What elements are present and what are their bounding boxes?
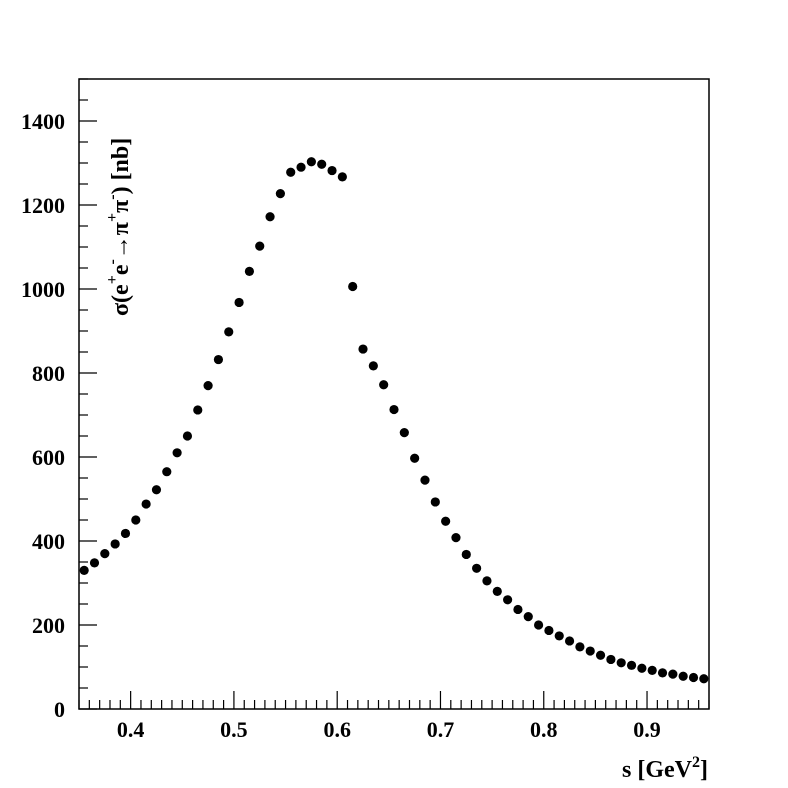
data-point (255, 241, 265, 251)
data-point (554, 631, 564, 641)
y-tick-label: 0 (54, 697, 65, 722)
y-axis-ticks: 0 200 400 600 800 1000 1200 1400 (21, 78, 97, 722)
plot-border (78, 78, 710, 710)
data-point (348, 281, 358, 292)
data-point (647, 665, 657, 675)
x-tick-label: 0.7 (427, 717, 455, 742)
data-point (182, 431, 193, 441)
data-point (585, 646, 595, 656)
data-point (678, 671, 688, 681)
y-tick-label: 1400 (21, 109, 65, 134)
data-point (503, 595, 513, 605)
data-point (399, 428, 409, 438)
y-tick-label: 600 (32, 445, 65, 470)
data-point (151, 485, 162, 495)
data-point (379, 380, 389, 390)
data-point (265, 212, 275, 222)
data-point (688, 672, 699, 683)
data-point (513, 604, 523, 615)
data-point (472, 563, 482, 573)
data-point (523, 612, 533, 622)
data-point (626, 660, 637, 670)
y-tick-label: 400 (32, 529, 65, 554)
data-point (461, 549, 471, 560)
x-axis-label: s [GeV2] (622, 754, 708, 783)
data-point (337, 172, 347, 182)
data-point (420, 475, 430, 485)
data-point (441, 516, 451, 526)
plot-frame (78, 78, 710, 710)
data-point (657, 668, 668, 678)
data-point (234, 297, 244, 308)
data-points (79, 157, 709, 684)
y-tick-label: 1000 (21, 277, 65, 302)
x-tick-label: 0.5 (220, 717, 248, 742)
data-point (286, 167, 296, 177)
data-point (213, 354, 224, 365)
data-point (533, 620, 544, 630)
data-point (358, 344, 368, 354)
data-point (389, 404, 399, 415)
data-point (430, 497, 440, 507)
data-point (410, 453, 420, 463)
data-point (79, 565, 89, 576)
data-point (296, 162, 306, 172)
data-point (131, 515, 141, 525)
data-point (110, 539, 120, 549)
data-point (699, 674, 709, 684)
data-point (306, 157, 316, 167)
x-tick-label: 0.9 (633, 717, 661, 742)
data-point (637, 663, 647, 673)
data-point (544, 625, 554, 636)
data-point (100, 549, 110, 559)
data-point (668, 669, 678, 679)
data-point (141, 499, 151, 509)
data-point (327, 165, 337, 176)
data-point (120, 528, 131, 539)
data-point (89, 558, 100, 568)
data-point (172, 448, 182, 458)
data-point (451, 533, 461, 543)
x-tick-label: 0.4 (117, 717, 145, 742)
data-point (162, 467, 172, 477)
data-point (564, 636, 575, 646)
data-point (224, 327, 234, 337)
x-axis-ticks: 0.4 0.5 0.6 0.7 0.8 0.9 (78, 691, 710, 742)
data-point (575, 642, 585, 652)
y-tick-label: 1200 (21, 193, 65, 218)
data-point (616, 658, 626, 668)
data-point (244, 266, 255, 276)
y-tick-label: 200 (32, 613, 65, 638)
data-point (606, 654, 616, 665)
data-point (275, 189, 285, 199)
data-point (368, 361, 378, 371)
data-point (482, 576, 492, 586)
x-tick-label: 0.6 (323, 717, 351, 742)
data-point (193, 405, 203, 415)
data-point (317, 159, 327, 169)
data-point (595, 650, 606, 660)
y-tick-label: 800 (32, 361, 65, 386)
data-point (203, 381, 213, 391)
x-tick-label: 0.8 (530, 717, 558, 742)
data-point (492, 586, 502, 597)
y-axis-label: σ(e+e-→π+π-) [nb] (104, 138, 134, 316)
